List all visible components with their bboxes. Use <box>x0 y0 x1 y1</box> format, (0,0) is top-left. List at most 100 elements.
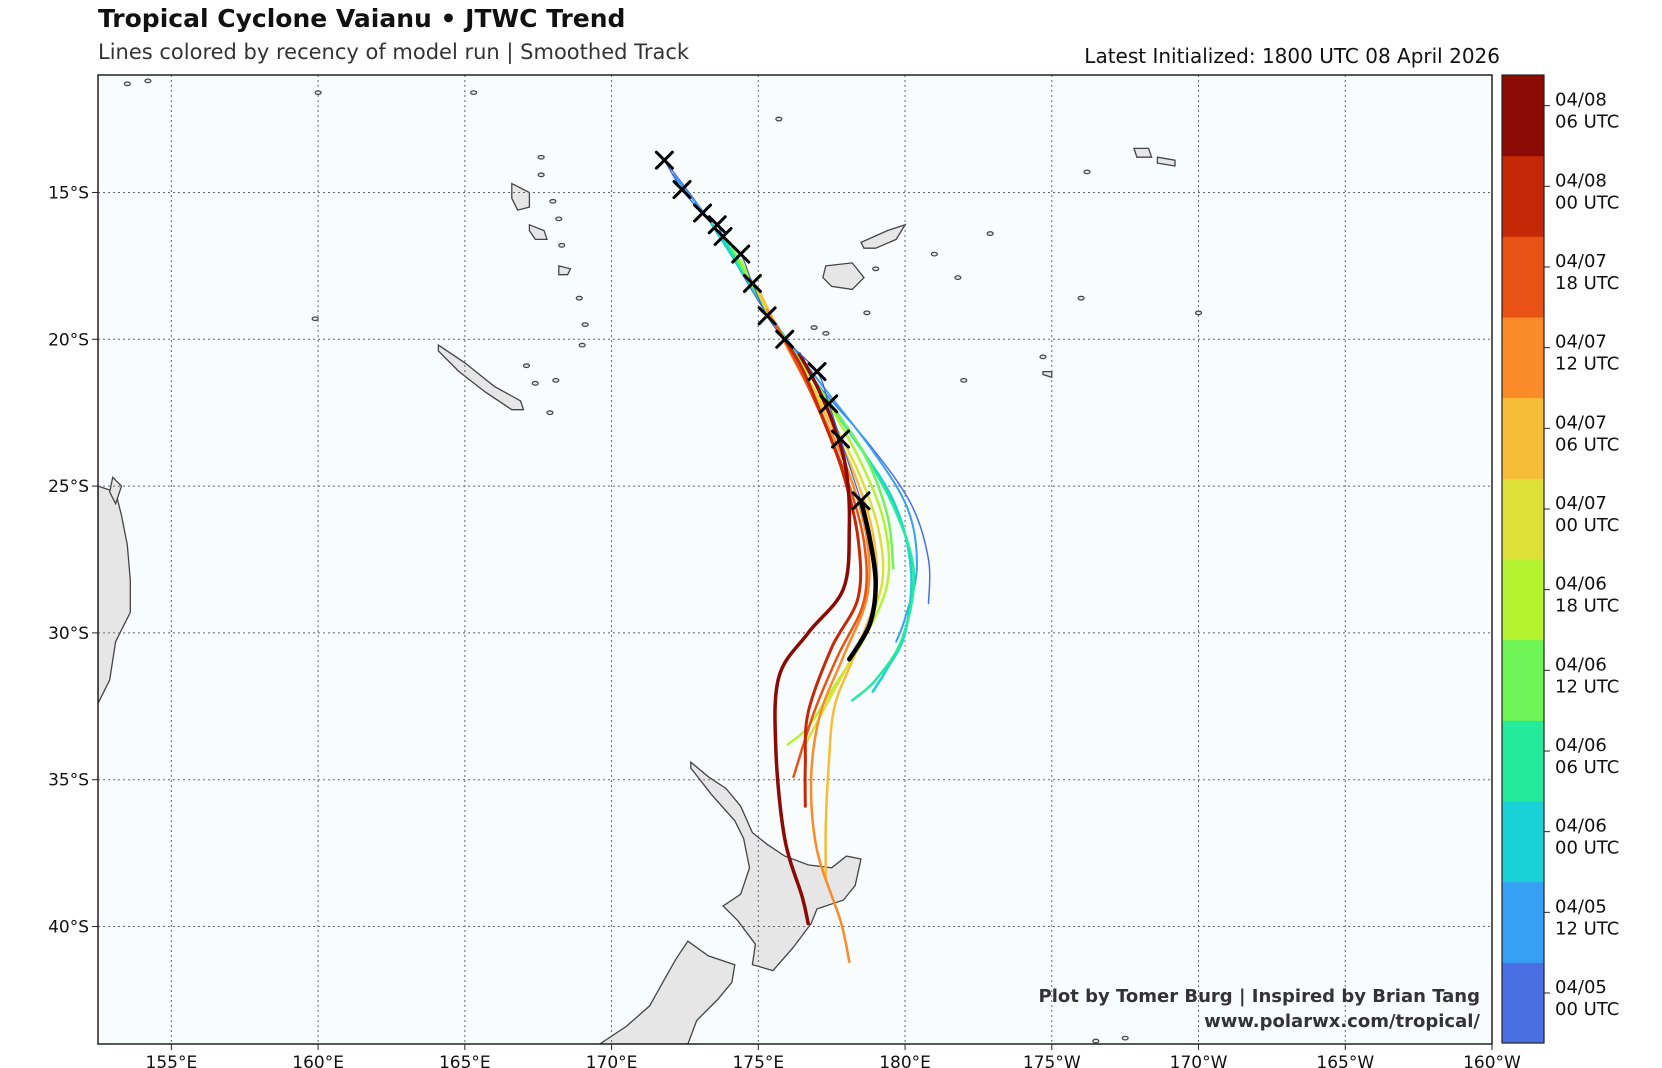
espiritu-santo <box>511 182 531 211</box>
colorbar-swatch <box>1502 155 1544 237</box>
colorbar-swatch <box>1502 962 1544 1044</box>
colorbar-label-date: 04/06 <box>1555 735 1607 756</box>
chart-subtitle: Lines colored by recency of model run | … <box>98 40 690 64</box>
observed-position-marker <box>672 180 692 200</box>
lon-tick-label: 165°W <box>1316 1053 1374 1068</box>
colorbar-label-time: 06 UTC <box>1555 434 1619 455</box>
small-island <box>575 295 583 301</box>
colorbar-label-time: 12 UTC <box>1555 676 1619 697</box>
colorbar-label-date: 04/05 <box>1555 896 1607 917</box>
observed-position-marker <box>693 203 713 223</box>
chart-title: Tropical Cyclone Vaianu • JTWC Trend <box>98 4 626 33</box>
colorbar-swatch <box>1502 397 1544 479</box>
colorbar-label-time: 00 UTC <box>1555 999 1619 1020</box>
lon-tick-label: 170°W <box>1170 1053 1228 1068</box>
efate <box>558 265 572 276</box>
colorbar-label-date: 04/05 <box>1555 977 1607 998</box>
small-island <box>552 377 560 383</box>
viti-levu <box>822 262 865 291</box>
small-island <box>1083 169 1091 175</box>
colorbar-swatch <box>1502 881 1544 963</box>
small-island <box>775 116 783 122</box>
lon-tick-label: 160°E <box>292 1053 344 1068</box>
lat-tick-label: 40°S <box>48 918 89 938</box>
colorbar-label-date: 04/07 <box>1555 251 1607 272</box>
colorbar-swatch <box>1502 478 1544 560</box>
observed-position-marker <box>819 394 839 414</box>
colorbar-swatch <box>1502 236 1544 318</box>
colorbar-label-time: 00 UTC <box>1555 192 1619 213</box>
tongatapu <box>1042 370 1053 379</box>
malakula <box>528 223 548 241</box>
colorbar-label-date: 04/06 <box>1555 816 1607 837</box>
small-island <box>549 198 557 204</box>
small-island <box>581 322 589 327</box>
small-island <box>872 266 880 272</box>
new-zealand-north-island <box>690 760 862 972</box>
small-island <box>954 275 962 281</box>
forecast-track <box>783 337 863 808</box>
colorbar-label-time: 00 UTC <box>1555 515 1619 536</box>
lat-tick-label: 30°S <box>48 624 89 644</box>
colorbar-label-time: 18 UTC <box>1555 273 1619 294</box>
observed-position-marker <box>713 227 733 246</box>
observed-position-marker <box>851 491 871 511</box>
colorbar-label-date: 04/08 <box>1555 170 1607 191</box>
colorbar-label-time: 06 UTC <box>1555 757 1619 778</box>
small-island <box>311 316 319 322</box>
credit-line-2: www.polarwx.com/tropical/ <box>1204 1011 1480 1032</box>
grid-layer <box>98 75 1492 1044</box>
small-island <box>144 78 152 84</box>
colorbar-swatch <box>1502 639 1544 721</box>
lon-tick-label: 155°E <box>146 1053 198 1068</box>
new-caledonia <box>437 343 525 411</box>
small-island <box>522 363 531 369</box>
small-island <box>960 377 968 383</box>
colorbar-label-date: 04/08 <box>1555 90 1607 111</box>
observed-position-marker <box>807 362 827 382</box>
colorbar-label-time: 18 UTC <box>1555 596 1619 617</box>
lon-tick-label: 180°E <box>879 1053 931 1068</box>
observed-position-marker <box>742 273 762 293</box>
observed-position-marker <box>775 329 795 349</box>
small-island <box>578 342 586 348</box>
upolu <box>1156 156 1176 167</box>
colorbar-swatch <box>1502 317 1544 399</box>
colorbar-frame <box>1501 74 1545 1044</box>
map-frame <box>97 74 1493 1045</box>
new-zealand-south-island <box>598 940 736 1044</box>
colorbar-label-time: 00 UTC <box>1555 838 1619 859</box>
small-island <box>537 172 545 178</box>
small-island <box>537 154 545 160</box>
lon-tick-label: 175°E <box>732 1053 784 1068</box>
small-island <box>546 410 554 416</box>
lon-tick-label: 170°E <box>586 1053 638 1068</box>
observed-position-marker <box>654 150 674 170</box>
small-island <box>822 331 830 336</box>
lat-tick-label: 25°S <box>48 477 89 497</box>
small-island <box>986 231 994 236</box>
observed-position-marker <box>757 306 777 326</box>
forecast-track <box>773 352 852 926</box>
lat-tick-label: 15°S <box>48 183 89 203</box>
small-island <box>470 90 478 96</box>
colorbar-swatch <box>1502 720 1544 802</box>
colorbar-label-date: 04/06 <box>1555 574 1607 595</box>
colorbar-swatch <box>1502 801 1544 883</box>
lon-tick-label: 175°W <box>1023 1053 1081 1068</box>
australia-coast <box>98 485 131 704</box>
latest-initialized: Latest Initialized: 1800 UTC 08 April 20… <box>1084 44 1500 68</box>
colorbar-swatch <box>1502 559 1544 641</box>
small-island <box>1092 1038 1100 1044</box>
colorbar-label-time: 06 UTC <box>1555 112 1619 133</box>
small-island <box>1039 354 1047 360</box>
colorbar-label-date: 04/07 <box>1555 412 1607 433</box>
land-layer <box>98 78 1203 1044</box>
small-island <box>123 81 131 87</box>
colorbar-label-time: 12 UTC <box>1555 354 1619 375</box>
small-island <box>531 380 539 386</box>
colorbar-label-date: 04/06 <box>1555 654 1607 675</box>
credit-line-1: Plot by Tomer Burg | Inspired by Brian T… <box>1039 986 1480 1007</box>
colorbar-label-time: 12 UTC <box>1555 918 1619 939</box>
